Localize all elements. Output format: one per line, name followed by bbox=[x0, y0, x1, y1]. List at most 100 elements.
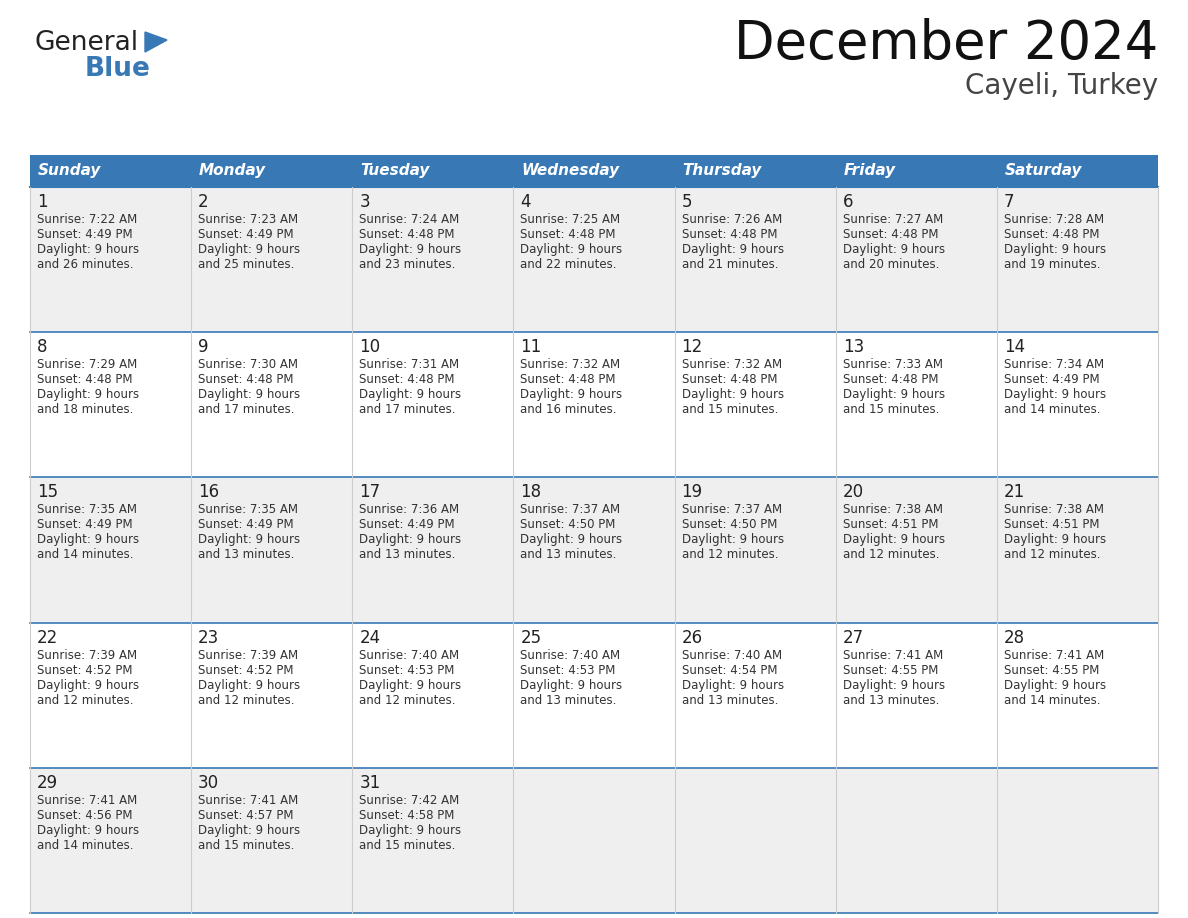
Text: Sunset: 4:53 PM: Sunset: 4:53 PM bbox=[359, 664, 455, 677]
Text: General: General bbox=[34, 30, 139, 56]
Text: 11: 11 bbox=[520, 338, 542, 356]
Bar bbox=[30, 187, 191, 332]
Text: and 12 minutes.: and 12 minutes. bbox=[37, 694, 133, 707]
Text: Sunset: 4:56 PM: Sunset: 4:56 PM bbox=[37, 809, 133, 822]
Bar bbox=[191, 622, 353, 767]
Text: Sunrise: 7:23 AM: Sunrise: 7:23 AM bbox=[198, 213, 298, 226]
Text: 17: 17 bbox=[359, 484, 380, 501]
Bar bbox=[513, 187, 675, 332]
Text: and 13 minutes.: and 13 minutes. bbox=[198, 548, 295, 562]
Text: Sunrise: 7:35 AM: Sunrise: 7:35 AM bbox=[198, 503, 298, 517]
Bar bbox=[513, 332, 675, 477]
Text: and 14 minutes.: and 14 minutes. bbox=[1004, 403, 1100, 416]
Bar bbox=[997, 187, 1158, 332]
Bar bbox=[675, 622, 835, 767]
Bar bbox=[997, 622, 1158, 767]
Text: Daylight: 9 hours: Daylight: 9 hours bbox=[842, 533, 944, 546]
Text: 7: 7 bbox=[1004, 193, 1015, 211]
Bar bbox=[353, 155, 513, 187]
Text: Sunset: 4:48 PM: Sunset: 4:48 PM bbox=[682, 228, 777, 241]
Bar bbox=[513, 155, 675, 187]
Text: Sunrise: 7:40 AM: Sunrise: 7:40 AM bbox=[359, 649, 460, 662]
Text: and 14 minutes.: and 14 minutes. bbox=[1004, 694, 1100, 707]
Text: and 22 minutes.: and 22 minutes. bbox=[520, 258, 617, 271]
Text: December 2024: December 2024 bbox=[734, 18, 1158, 70]
Text: 2: 2 bbox=[198, 193, 209, 211]
Text: Sunset: 4:49 PM: Sunset: 4:49 PM bbox=[198, 228, 293, 241]
Text: and 15 minutes.: and 15 minutes. bbox=[842, 403, 939, 416]
Text: Sunset: 4:49 PM: Sunset: 4:49 PM bbox=[198, 519, 293, 532]
Text: and 13 minutes.: and 13 minutes. bbox=[520, 694, 617, 707]
Text: 13: 13 bbox=[842, 338, 864, 356]
Text: Sunset: 4:53 PM: Sunset: 4:53 PM bbox=[520, 664, 615, 677]
Text: 20: 20 bbox=[842, 484, 864, 501]
Text: Sunrise: 7:27 AM: Sunrise: 7:27 AM bbox=[842, 213, 943, 226]
Text: 23: 23 bbox=[198, 629, 220, 646]
Text: Sunrise: 7:30 AM: Sunrise: 7:30 AM bbox=[198, 358, 298, 371]
Text: and 12 minutes.: and 12 minutes. bbox=[359, 694, 456, 707]
Text: Wednesday: Wednesday bbox=[522, 163, 620, 178]
Text: Sunset: 4:49 PM: Sunset: 4:49 PM bbox=[37, 228, 133, 241]
Bar bbox=[835, 767, 997, 913]
Bar bbox=[353, 622, 513, 767]
Text: Sunset: 4:48 PM: Sunset: 4:48 PM bbox=[842, 374, 939, 386]
Text: 3: 3 bbox=[359, 193, 369, 211]
Bar bbox=[30, 767, 191, 913]
Text: Sunset: 4:48 PM: Sunset: 4:48 PM bbox=[359, 228, 455, 241]
Text: and 25 minutes.: and 25 minutes. bbox=[198, 258, 295, 271]
Bar bbox=[30, 622, 191, 767]
Text: Sunset: 4:54 PM: Sunset: 4:54 PM bbox=[682, 664, 777, 677]
Text: and 20 minutes.: and 20 minutes. bbox=[842, 258, 939, 271]
Text: 10: 10 bbox=[359, 338, 380, 356]
Text: Sunrise: 7:24 AM: Sunrise: 7:24 AM bbox=[359, 213, 460, 226]
Bar bbox=[835, 332, 997, 477]
Bar bbox=[513, 477, 675, 622]
Bar bbox=[675, 332, 835, 477]
Bar bbox=[353, 477, 513, 622]
Bar bbox=[835, 622, 997, 767]
Text: Sunrise: 7:33 AM: Sunrise: 7:33 AM bbox=[842, 358, 943, 371]
Text: Cayeli, Turkey: Cayeli, Turkey bbox=[965, 72, 1158, 100]
Text: 28: 28 bbox=[1004, 629, 1025, 646]
Text: Sunset: 4:52 PM: Sunset: 4:52 PM bbox=[198, 664, 293, 677]
Text: Sunrise: 7:42 AM: Sunrise: 7:42 AM bbox=[359, 794, 460, 807]
Text: Daylight: 9 hours: Daylight: 9 hours bbox=[1004, 678, 1106, 691]
Text: 4: 4 bbox=[520, 193, 531, 211]
Bar bbox=[191, 332, 353, 477]
Text: Daylight: 9 hours: Daylight: 9 hours bbox=[359, 388, 461, 401]
Text: and 26 minutes.: and 26 minutes. bbox=[37, 258, 133, 271]
Bar bbox=[191, 477, 353, 622]
Text: 31: 31 bbox=[359, 774, 380, 792]
Text: Sunrise: 7:34 AM: Sunrise: 7:34 AM bbox=[1004, 358, 1104, 371]
Text: Daylight: 9 hours: Daylight: 9 hours bbox=[359, 823, 461, 837]
Text: 14: 14 bbox=[1004, 338, 1025, 356]
Text: Daylight: 9 hours: Daylight: 9 hours bbox=[520, 533, 623, 546]
Bar bbox=[675, 155, 835, 187]
Text: Daylight: 9 hours: Daylight: 9 hours bbox=[198, 678, 301, 691]
Text: Sunrise: 7:39 AM: Sunrise: 7:39 AM bbox=[198, 649, 298, 662]
Text: Sunrise: 7:29 AM: Sunrise: 7:29 AM bbox=[37, 358, 138, 371]
Text: Sunrise: 7:31 AM: Sunrise: 7:31 AM bbox=[359, 358, 460, 371]
Text: Daylight: 9 hours: Daylight: 9 hours bbox=[37, 823, 139, 837]
Text: Daylight: 9 hours: Daylight: 9 hours bbox=[198, 243, 301, 256]
Text: Daylight: 9 hours: Daylight: 9 hours bbox=[682, 533, 784, 546]
Text: 24: 24 bbox=[359, 629, 380, 646]
Text: and 17 minutes.: and 17 minutes. bbox=[359, 403, 456, 416]
Text: Daylight: 9 hours: Daylight: 9 hours bbox=[37, 388, 139, 401]
Text: Daylight: 9 hours: Daylight: 9 hours bbox=[520, 243, 623, 256]
Text: and 23 minutes.: and 23 minutes. bbox=[359, 258, 456, 271]
Text: Daylight: 9 hours: Daylight: 9 hours bbox=[198, 388, 301, 401]
Text: Sunset: 4:51 PM: Sunset: 4:51 PM bbox=[1004, 519, 1099, 532]
Text: 25: 25 bbox=[520, 629, 542, 646]
Text: Daylight: 9 hours: Daylight: 9 hours bbox=[1004, 388, 1106, 401]
Text: Sunrise: 7:26 AM: Sunrise: 7:26 AM bbox=[682, 213, 782, 226]
Text: Daylight: 9 hours: Daylight: 9 hours bbox=[842, 678, 944, 691]
Bar bbox=[835, 187, 997, 332]
Text: and 13 minutes.: and 13 minutes. bbox=[359, 548, 456, 562]
Text: and 14 minutes.: and 14 minutes. bbox=[37, 548, 133, 562]
Text: Sunset: 4:49 PM: Sunset: 4:49 PM bbox=[37, 519, 133, 532]
Text: 5: 5 bbox=[682, 193, 693, 211]
Bar bbox=[30, 155, 191, 187]
Text: Sunset: 4:51 PM: Sunset: 4:51 PM bbox=[842, 519, 939, 532]
Bar bbox=[675, 477, 835, 622]
